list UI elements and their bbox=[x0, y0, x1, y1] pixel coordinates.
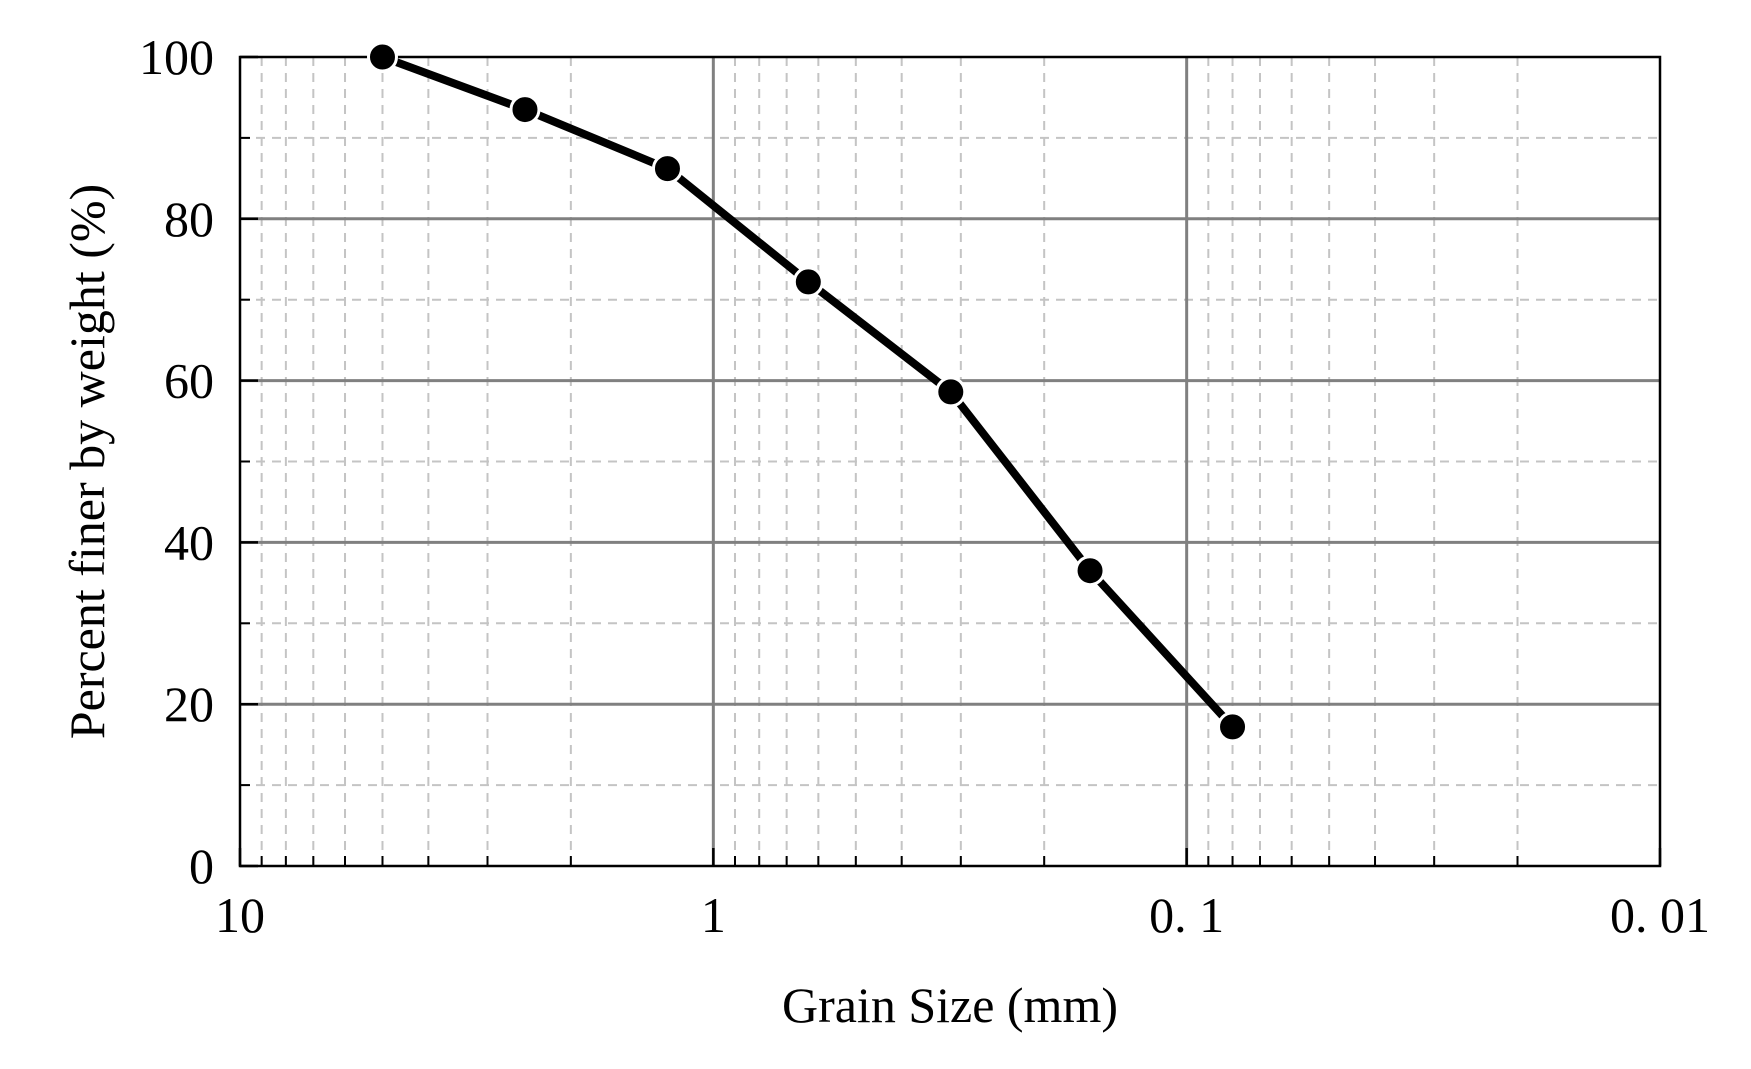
y-tick-label: 60 bbox=[164, 353, 214, 409]
grid-layer bbox=[240, 57, 1660, 866]
series-line bbox=[378, 53, 1237, 731]
x-axis-title: Grain Size (mm) bbox=[782, 977, 1118, 1033]
y-tick-label: 100 bbox=[139, 29, 214, 85]
data-point-marker bbox=[935, 376, 967, 408]
axis-layer bbox=[238, 55, 1662, 868]
data-point-marker bbox=[792, 266, 824, 298]
x-tick-label: 0. 01 bbox=[1610, 887, 1710, 943]
x-tick-label: 10 bbox=[215, 887, 265, 943]
y-axis-title: Percent finer by weight (%) bbox=[59, 184, 115, 739]
data-point-marker bbox=[366, 41, 398, 73]
data-point-marker bbox=[509, 94, 541, 126]
data-point-marker bbox=[1217, 711, 1249, 743]
y-tick-label: 0 bbox=[189, 838, 214, 894]
x-tick-label: 1 bbox=[701, 887, 726, 943]
series-layer bbox=[366, 41, 1249, 743]
data-point-marker bbox=[1074, 555, 1106, 587]
data-point-marker bbox=[651, 153, 683, 185]
label-layer: Grain Size (mm) Percent finer by weight … bbox=[59, 29, 1710, 1033]
y-tick-label: 80 bbox=[164, 191, 214, 247]
y-tick-label: 20 bbox=[164, 676, 214, 732]
y-tick-label: 40 bbox=[164, 514, 214, 570]
x-tick-label: 0. 1 bbox=[1149, 887, 1224, 943]
